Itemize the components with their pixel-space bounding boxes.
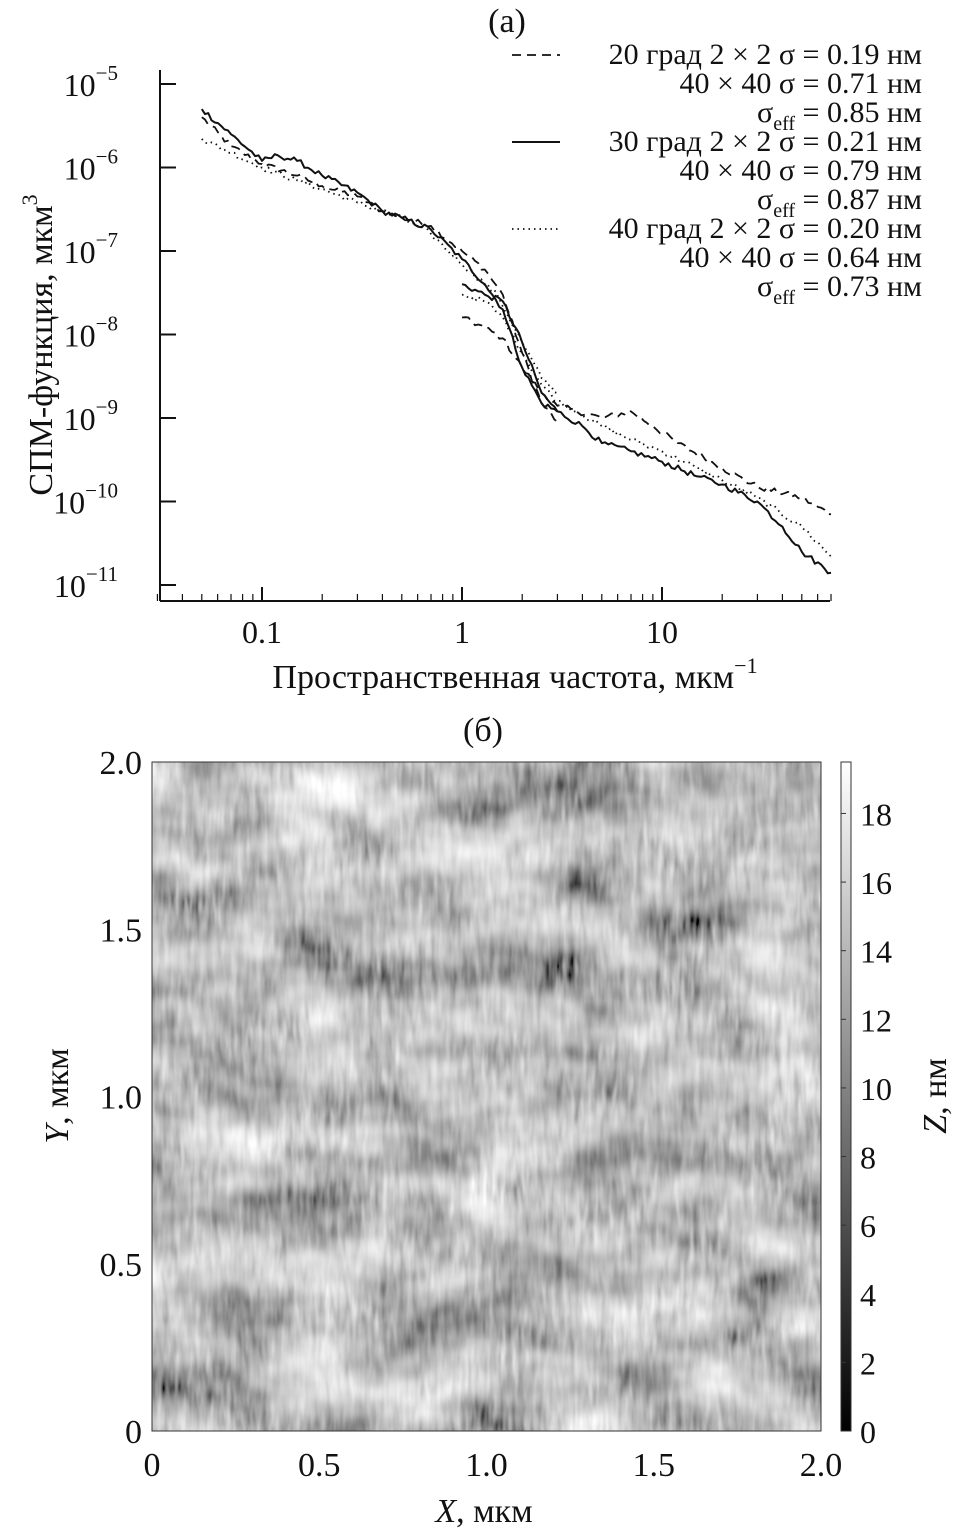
colorbar-tick-label: 12 [860, 1002, 892, 1038]
colorbar-title: Z, нм [917, 1058, 954, 1134]
psd-y-axis: 10−5 10−6 10−7 10−8 10−9 10−10 10−11 СПМ-функц… [17, 61, 176, 604]
psd-series-dashed-segment [201, 116, 558, 423]
afm-x-tick-label: 1.5 [633, 1447, 676, 1484]
afm-y-axis-title: Y, мкм [39, 1048, 76, 1143]
psd-y-tick-label: 10−7 [64, 228, 118, 270]
colorbar-tick-label: 18 [860, 796, 892, 832]
afm-x-tick-label: 2.0 [800, 1447, 843, 1484]
psd-y-tick-label: 10−6 [64, 145, 118, 187]
psd-legend-text: σeff = 0.87 нм [757, 183, 922, 222]
afm-y-tick-label: 0 [125, 1414, 142, 1451]
psd-x-axis-title: Пространственная частота, мкм−1 [272, 653, 757, 696]
psd-x-ticks: 0.1 1 10 [156, 587, 832, 650]
panel-b-label: (б) [463, 712, 503, 749]
psd-x-tick-label: 10 [646, 614, 678, 650]
psd-legend-text: σeff = 0.85 нм [757, 96, 922, 135]
afm-height-map [152, 762, 821, 1431]
psd-series-dotted-segment [461, 293, 832, 558]
psd-y-tick-label: 10−8 [64, 312, 118, 354]
colorbar-tick-label: 4 [860, 1277, 876, 1313]
afm-x-ticks: 0 0.5 1.0 1.5 2.0 [144, 1447, 843, 1484]
afm-image [151, 761, 822, 1432]
afm-y-tick-label: 1.0 [100, 1080, 143, 1117]
colorbar-tick-label: 6 [860, 1208, 876, 1244]
psd-y-tick-label: 10−11 [54, 562, 118, 604]
psd-y-axis-title: СПМ-функция, мкм3 [17, 194, 60, 495]
colorbar-gradient [840, 761, 852, 1432]
colorbar-tick-label: 16 [860, 865, 892, 901]
panel-a-label: (а) [488, 3, 526, 40]
afm-y-tick-label: 0.5 [100, 1247, 143, 1284]
psd-series-solid-segment [200, 108, 559, 413]
psd-series-dotted-segment [201, 138, 558, 394]
afm-y-ticks: 0 0.5 1.0 1.5 2.0 [100, 745, 143, 1451]
afm-x-axis-title: X, мкм [433, 1493, 532, 1530]
psd-series-solid-segment [461, 283, 832, 575]
afm-x-tick-label: 0 [144, 1447, 161, 1484]
colorbar-tick-label: 0 [860, 1414, 876, 1450]
colorbar-tick-label: 14 [860, 934, 892, 970]
afm-y-tick-label: 2.0 [100, 745, 143, 782]
psd-legend-text: σeff = 0.73 нм [757, 270, 922, 309]
psd-y-tick-label: 10−5 [64, 61, 118, 103]
afm-y-tick-label: 1.5 [100, 912, 143, 949]
afm-image-frame [151, 761, 822, 1432]
psd-series-dashed-segment [461, 316, 832, 516]
afm-x-tick-label: 0.5 [298, 1447, 341, 1484]
psd-x-tick-label: 0.1 [242, 614, 282, 650]
colorbar-tick-label: 10 [860, 1071, 892, 1107]
psd-legend-text: 40 × 40 σ = 0.64 нм [679, 241, 922, 274]
psd-legend-text: 20 град 2 × 2 σ = 0.19 нм [609, 38, 922, 71]
colorbar-ticks: 0 2 4 6 8 10 12 14 16 18 [841, 796, 892, 1450]
psd-y-ticks: 10−5 10−6 10−7 10−8 10−9 10−10 10−11 [53, 61, 176, 604]
colorbar-tick-label: 2 [860, 1345, 876, 1381]
psd-y-tick-label: 10−9 [64, 395, 118, 437]
afm-x-tick-label: 1.0 [465, 1447, 508, 1484]
psd-legend-text: 40 град 2 × 2 σ = 0.20 нм [609, 212, 922, 245]
psd-x-axis: 0.1 1 10 Пространственная частота, мкм−1 [156, 587, 832, 696]
afm-map: (б) 0 0.5 1.0 1.5 2.0 0 0.5 1.0 1.5 2.0 X, мкм Y… [39, 712, 954, 1530]
psd-chart: (а) 0.1 1 10 Пространственная частота, мкм… [17, 3, 922, 696]
psd-y-tick-label: 10−10 [53, 479, 118, 521]
psd-legend-text: 40 × 40 σ = 0.71 нм [679, 67, 922, 100]
psd-x-tick-label: 1 [454, 614, 470, 650]
psd-legend-text: 40 × 40 σ = 0.79 нм [679, 154, 922, 187]
afm-colorbar: 0 2 4 6 8 10 12 14 16 18 Z, нм [840, 761, 954, 1450]
psd-series [200, 108, 832, 575]
colorbar-tick-label: 8 [860, 1140, 876, 1176]
psd-legend-text: 30 град 2 × 2 σ = 0.21 нм [609, 125, 922, 158]
